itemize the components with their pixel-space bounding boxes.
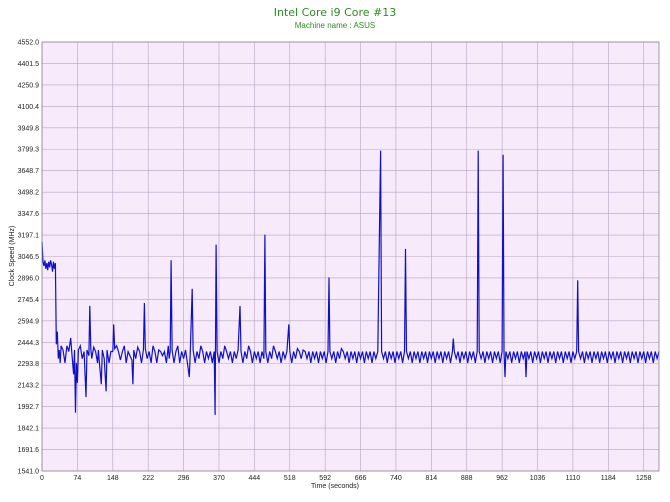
x-tick-label: 296 bbox=[178, 475, 190, 482]
x-tick-label: 1036 bbox=[530, 475, 546, 482]
y-tick-label: 3799.3 bbox=[18, 147, 40, 154]
x-tick-label: 962 bbox=[496, 475, 508, 482]
y-tick-label: 3949.8 bbox=[18, 125, 40, 132]
y-tick-label: 4250.9 bbox=[18, 82, 40, 89]
y-tick-label: 2896.0 bbox=[18, 275, 40, 282]
y-tick-label: 1541.0 bbox=[18, 469, 40, 476]
y-tick-label: 2745.4 bbox=[18, 297, 40, 304]
y-tick-label: 4100.4 bbox=[18, 104, 40, 111]
y-tick-label: 4401.5 bbox=[18, 61, 40, 68]
x-axis-label: Time (seconds) bbox=[311, 483, 359, 490]
chart-subtitle: Machine name : ASUS bbox=[295, 21, 375, 30]
y-axis-label: Clock Speed (MHz) bbox=[9, 226, 16, 287]
x-tick-label: 814 bbox=[425, 475, 437, 482]
x-tick-label: 1184 bbox=[601, 475, 616, 482]
x-tick-label: 666 bbox=[355, 475, 367, 482]
x-tick-label: 888 bbox=[461, 475, 473, 482]
x-tick-label: 0 bbox=[40, 475, 44, 482]
y-tick-label: 2594.9 bbox=[18, 318, 40, 325]
x-tick-label: 740 bbox=[390, 475, 402, 482]
y-tick-label: 4552.0 bbox=[18, 40, 40, 47]
grid bbox=[41, 41, 659, 472]
y-tick-label: 1842.1 bbox=[18, 426, 40, 433]
y-tick-label: 2293.8 bbox=[18, 361, 40, 368]
chart-title: Intel Core i9 Core #13 bbox=[274, 6, 397, 19]
y-axis-ticks: 1541.0 1691.6 1842.1 1992.7 2143.2 2293.8 2444… bbox=[18, 40, 40, 476]
x-tick-label: 74 bbox=[73, 475, 81, 482]
y-tick-label: 2143.2 bbox=[18, 383, 40, 390]
y-tick-label: 3648.7 bbox=[18, 168, 40, 175]
y-tick-label: 2444.3 bbox=[18, 340, 40, 347]
y-tick-label: 3347.6 bbox=[18, 211, 40, 218]
x-axis-ticks: 0 74 148 222 296 370 444 518 592 666 740 814 888 962 1… bbox=[40, 475, 652, 482]
y-tick-label: 3498.2 bbox=[18, 190, 40, 197]
y-tick-label: 3197.1 bbox=[18, 233, 40, 240]
plot-border bbox=[41, 41, 660, 472]
series-line bbox=[41, 150, 660, 415]
x-tick-label: 592 bbox=[319, 475, 331, 482]
x-tick-label: 444 bbox=[249, 475, 261, 482]
x-tick-label: 148 bbox=[107, 475, 119, 482]
x-tick-label: 1258 bbox=[636, 475, 652, 482]
x-tick-label: 518 bbox=[284, 475, 296, 482]
x-tick-label: 1110 bbox=[566, 475, 581, 482]
x-tick-label: 370 bbox=[213, 475, 225, 482]
y-tick-label: 1691.6 bbox=[18, 447, 40, 454]
x-tick-label: 222 bbox=[142, 475, 154, 482]
y-tick-label: 1992.7 bbox=[18, 404, 40, 411]
y-tick-label: 3046.5 bbox=[18, 254, 40, 261]
